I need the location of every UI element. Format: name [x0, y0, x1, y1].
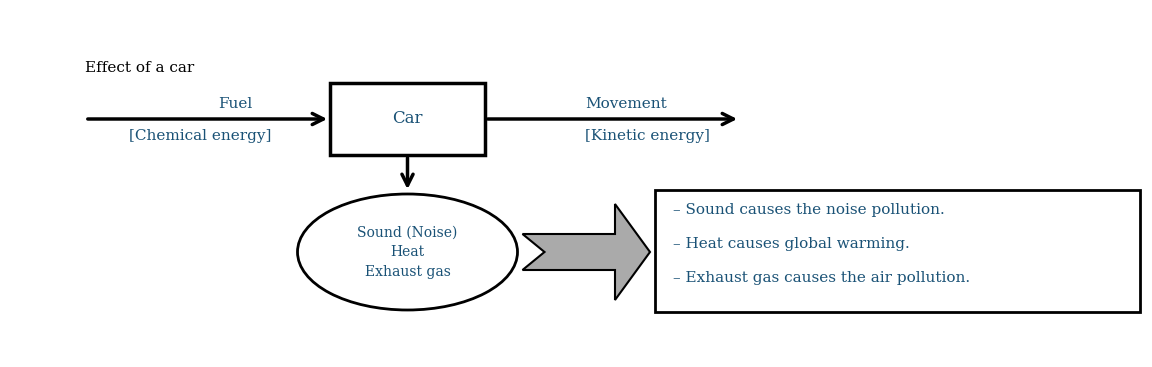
- Bar: [655, 190, 1140, 312]
- Text: Sound (Noise): Sound (Noise): [357, 226, 457, 240]
- Text: – Exhaust gas causes the air pollution.: – Exhaust gas causes the air pollution.: [673, 271, 970, 285]
- Text: Exhaust gas: Exhaust gas: [364, 265, 450, 279]
- Polygon shape: [523, 204, 650, 300]
- Text: Effect of a car: Effect of a car: [85, 61, 195, 75]
- Text: [Chemical energy]: [Chemical energy]: [129, 129, 271, 143]
- Text: Heat: Heat: [391, 245, 425, 259]
- Text: Car: Car: [392, 110, 423, 127]
- Text: – Heat causes global warming.: – Heat causes global warming.: [673, 237, 910, 251]
- Text: [Kinetic energy]: [Kinetic energy]: [585, 129, 710, 143]
- Text: Movement: Movement: [585, 97, 667, 111]
- Ellipse shape: [297, 194, 517, 310]
- Text: Fuel: Fuel: [218, 97, 252, 111]
- Bar: [329, 83, 485, 155]
- Text: – Sound causes the noise pollution.: – Sound causes the noise pollution.: [673, 203, 945, 217]
